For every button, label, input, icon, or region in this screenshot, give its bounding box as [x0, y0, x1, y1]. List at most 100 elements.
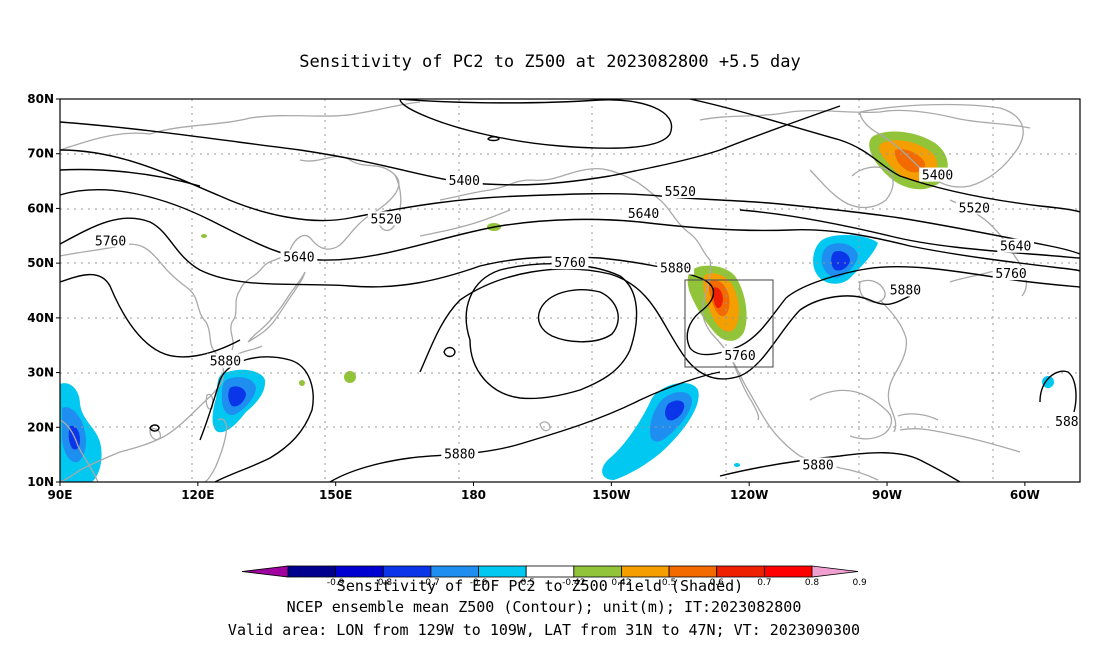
coast-aleutians: [419, 209, 511, 237]
contour-label: 5880: [660, 262, 691, 277]
contour-label: 5760: [554, 256, 585, 271]
contour-label: 5880: [802, 459, 833, 474]
colorbar-segment: [763, 565, 813, 578]
colorbar-segment: [573, 565, 622, 578]
contour-label: 5640: [628, 207, 659, 222]
colorbar-high-extend: [811, 565, 859, 578]
colorbar-segment: [478, 565, 527, 578]
contour-label: 5640: [283, 251, 314, 266]
patch-pacific-negative: [602, 383, 699, 480]
sensitivity-shading: [60, 131, 1054, 482]
lat-tick-label: 40N: [27, 311, 54, 325]
colorbar-low-extend: [241, 565, 289, 578]
coast-hawaii: [539, 421, 551, 432]
lat-tick-label: 30N: [27, 366, 54, 380]
coast-gulf-of-mexico: [809, 389, 893, 440]
lat-tick-label: 70N: [27, 147, 54, 161]
colorbar-segment: [525, 565, 575, 578]
coast-japan: [247, 271, 306, 343]
coast-great-lakes: [858, 279, 886, 304]
patch-central-us-negative: [813, 234, 878, 284]
lon-tick-label: 120W: [730, 488, 768, 502]
map-area: 5400 5400 5520 5520 5520 5640 5640 5640 5760 5760…: [60, 99, 1086, 482]
colorbar-tick-label: -0.8: [374, 578, 392, 588]
contour-small-loop: [443, 346, 456, 358]
colorbar-tick-label: -0.7: [422, 578, 440, 588]
colorbar-tick-label: -0.42: [562, 578, 585, 588]
longitude-axis: 90E 120E 150E 180 150W 120W 90W 60W: [48, 482, 1040, 502]
contour-5520-main: [60, 149, 1080, 255]
coast-philippines: [204, 418, 228, 482]
coast-indochina: [60, 419, 99, 482]
contour-label: 5880: [890, 284, 921, 299]
contour-label: 5400: [922, 169, 953, 184]
coast-cuba: [897, 413, 939, 421]
contour-label-bg: [919, 167, 956, 182]
contour-5400-loop: [399, 99, 673, 149]
colorbar-segment: [716, 565, 765, 578]
contour-label: 5520: [665, 185, 696, 200]
contour-label: 5880: [444, 448, 475, 463]
graticule: [60, 99, 1080, 482]
valid-area-box: [684, 279, 774, 368]
lon-tick-label: 120E: [181, 488, 214, 502]
contour-5760-south: [60, 273, 241, 358]
contour-5880-atlantic: [1039, 370, 1077, 413]
contour-5640-east: [739, 209, 1080, 259]
colorbar: -0.9 -0.8 -0.7 -0.6 -0.5 -0.42 0.42 0.5 0.6 0.7 0.…: [241, 565, 867, 588]
contour-label-bg: [441, 446, 479, 461]
contour-label: 5520: [959, 201, 990, 216]
contour-label-bg: [887, 282, 924, 297]
lat-tick-label: 10N: [27, 475, 54, 489]
contour-label: 5640: [1000, 240, 1031, 255]
contour-tiny-loop-2: [149, 424, 160, 432]
contour-5400-west: [60, 105, 841, 186]
contour-5880-west: [199, 356, 314, 482]
patch-philippine-sea-negative: [212, 369, 266, 433]
contour-5880-inner: [537, 289, 619, 343]
lat-tick-label: 20N: [27, 420, 54, 434]
contour-tiny-loop: [487, 136, 500, 142]
contour-label: 5760: [724, 349, 755, 364]
colorbar-tick-label: -0.5: [517, 578, 535, 588]
contour-label-bg: [1052, 413, 1080, 428]
lat-tick-label: 80N: [27, 92, 54, 106]
patch-west-us-positive: [687, 265, 747, 341]
patch-south-china-negative: [60, 383, 102, 482]
contour-label-bg: [367, 211, 405, 226]
contour-label: 5880: [210, 355, 241, 370]
coast-hudson-bay: [809, 166, 894, 209]
colorbar-segment: [668, 565, 718, 578]
contour-label: 5760: [95, 234, 126, 249]
lat-tick-label: 60N: [27, 201, 54, 215]
contour-label-bg: [992, 266, 1030, 281]
colorbar-segment: [287, 565, 337, 578]
contour-5400-east: [689, 99, 1080, 213]
contour-label-bg: [657, 260, 695, 275]
coast-hainan: [149, 428, 162, 441]
contour-label-bg: [92, 233, 129, 248]
contour-label-bg: [207, 353, 244, 368]
colorbar-tick-label: 0.9: [852, 578, 867, 588]
map-frame: [59, 98, 1081, 483]
coast-siberia-north: [60, 101, 421, 151]
colorbar-segment: [430, 565, 479, 578]
latitude-axis: 80N 70N 60N 50N 40N 30N 20N 10N: [27, 92, 60, 489]
coast-far-east: [230, 155, 400, 351]
footer-line-1: Sensitivity of EOF PC2 to Z500 field (Sh…: [337, 577, 743, 595]
lat-tick-label: 50N: [27, 256, 54, 270]
colorbar-tick-label: 0.5: [662, 578, 676, 588]
lon-tick-label: 60W: [1010, 488, 1040, 502]
contour-label: 5880: [1055, 415, 1086, 430]
contour-label: 5760: [995, 267, 1026, 282]
coast-greenland: [859, 103, 1024, 188]
coast-canada-arctic: [699, 109, 1031, 129]
contour-5880-south: [329, 371, 721, 482]
contour-labels: 5400 5400 5520 5520 5520 5640 5640 5640 5760 5760…: [92, 167, 1086, 474]
contour-label-bg: [721, 348, 759, 363]
colorbar-tick-label: 0.8: [805, 578, 820, 588]
footer-line-2: NCEP ensemble mean Z500 (Contour); unit(…: [287, 598, 802, 616]
contour-label-bg: [625, 205, 662, 220]
coast-us-east: [879, 299, 908, 433]
contour-label-bg: [997, 238, 1035, 253]
